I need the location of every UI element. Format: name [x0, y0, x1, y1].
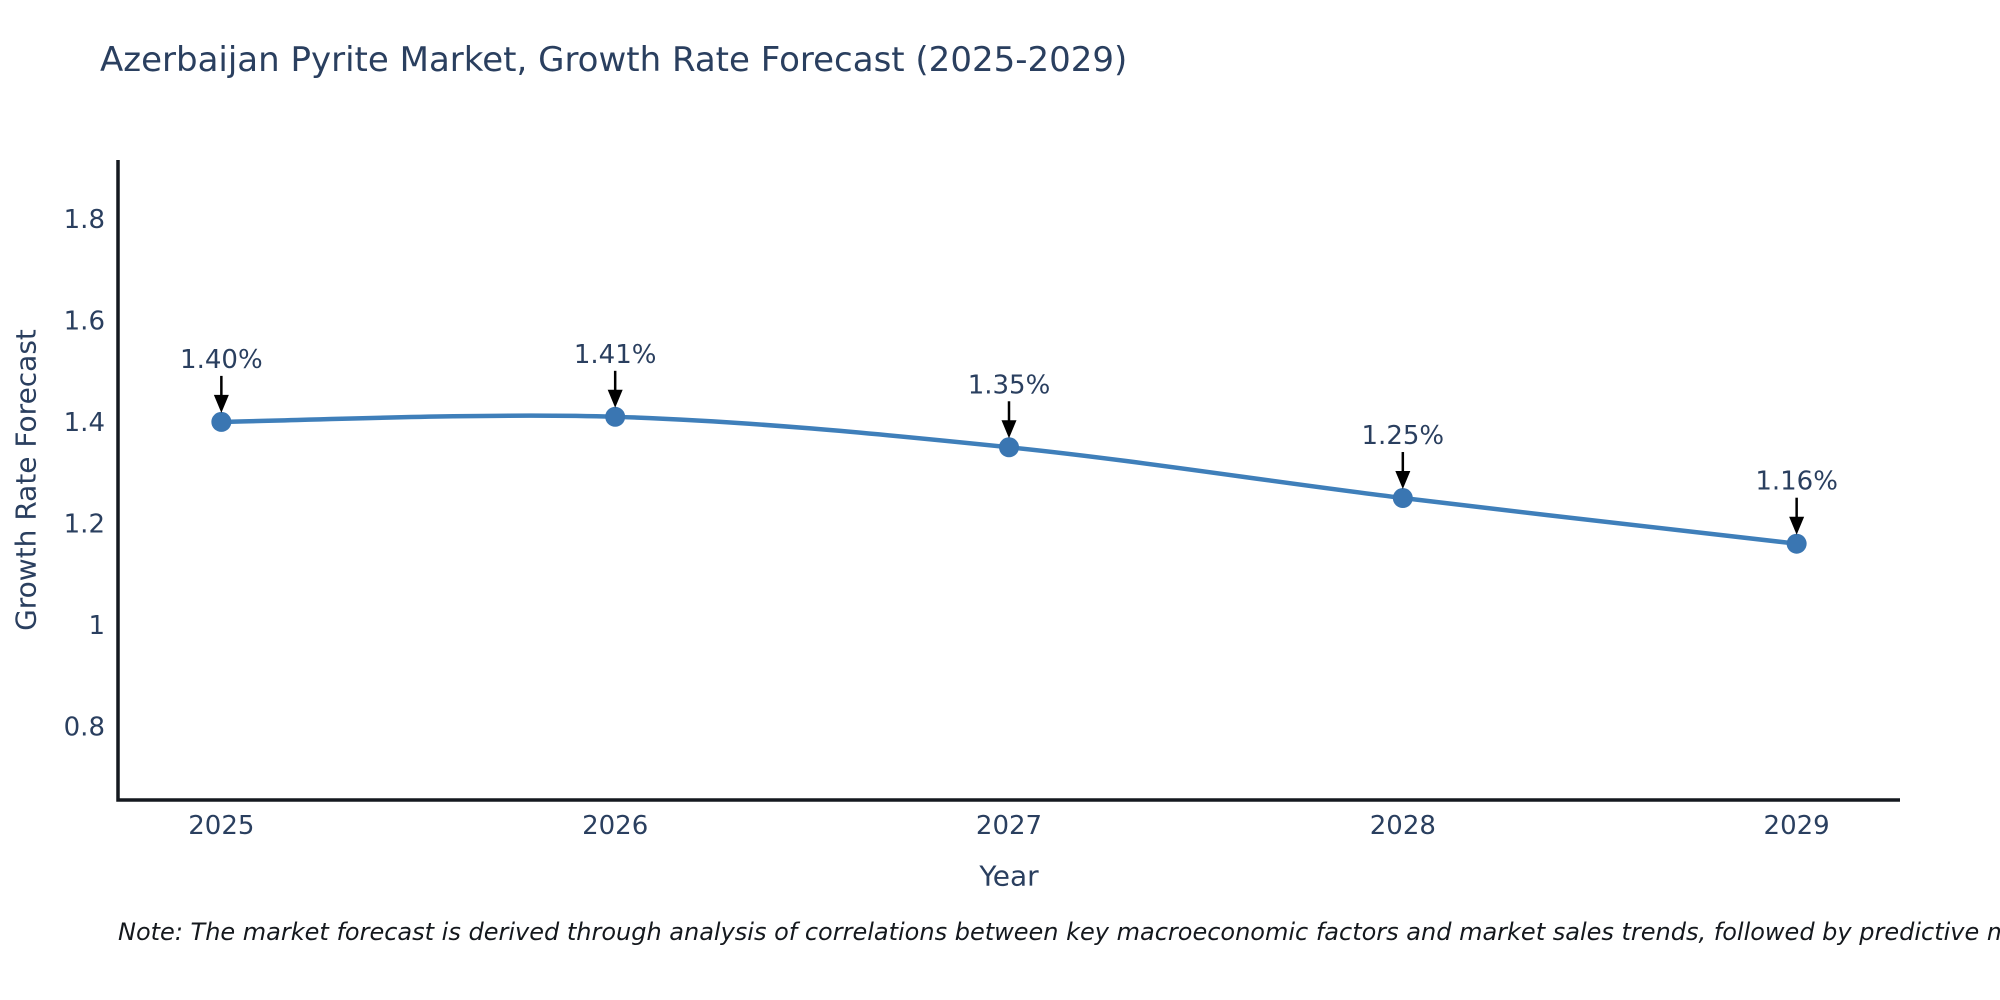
data-point-2027[interactable] [999, 437, 1019, 458]
y-tick-label: 0.8 [64, 712, 105, 742]
y-axis-title: Growth Rate Forecast [9, 329, 43, 631]
footnote: Note: The market forecast is derived thr… [118, 918, 2000, 946]
y-tick-label: 1.8 [64, 205, 105, 235]
data-point-2029[interactable] [1786, 533, 1807, 554]
x-tick-label: 2029 [1764, 811, 1830, 841]
axis-lines [116, 160, 1900, 802]
annotation-arrowhead [1395, 471, 1411, 490]
annotation-label-2029: 1.16% [1755, 467, 1838, 497]
annotation-label-2026: 1.41% [574, 340, 657, 370]
y-tick-label: 1.2 [64, 509, 105, 539]
x-tick-label: 2025 [188, 811, 254, 841]
annotation-arrowhead [213, 394, 229, 413]
data-point-2026[interactable] [605, 406, 626, 427]
annotation-arrowhead [1789, 516, 1805, 535]
annotation-label-2025: 1.40% [180, 345, 263, 375]
chart-title: Azerbaijan Pyrite Market, Growth Rate Fo… [100, 40, 1128, 80]
x-tick-label: 2028 [1370, 811, 1436, 841]
data-point-2025[interactable] [211, 411, 232, 432]
annotation-label-2028: 1.25% [1362, 421, 1445, 451]
x-tick-label: 2027 [976, 811, 1042, 841]
annotation-label-2027: 1.35% [968, 370, 1051, 400]
y-tick-label: 1 [88, 611, 105, 641]
annotation-arrowhead [607, 389, 623, 408]
data-point-2028[interactable] [1392, 488, 1413, 509]
annotation-arrowhead [1001, 420, 1017, 439]
x-axis-title: Year [979, 859, 1039, 893]
y-tick-label: 1.4 [64, 408, 105, 438]
x-tick-label: 2026 [582, 811, 648, 841]
y-tick-label: 1.6 [64, 306, 105, 336]
